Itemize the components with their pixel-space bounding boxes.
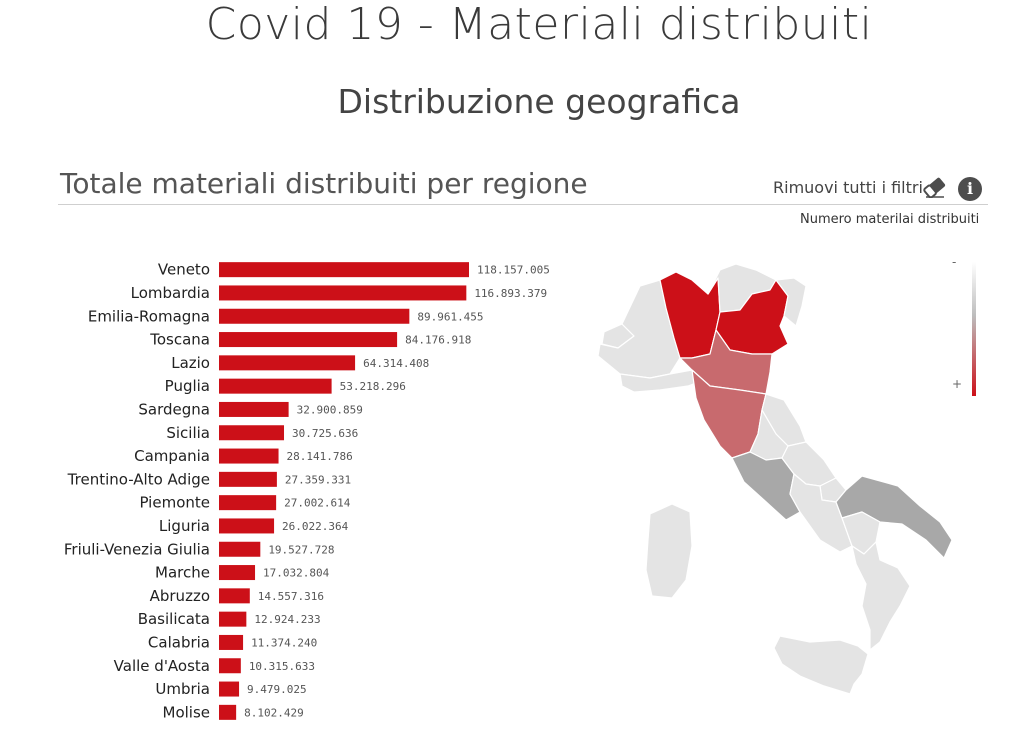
eraser-icon[interactable] [922,176,948,199]
data-label: 28.141.786 [287,450,353,463]
category-label: Basilicata [138,610,210,628]
data-label: 84.176.918 [405,334,471,347]
bar[interactable] [219,565,256,581]
category-label: Calabria [148,633,210,651]
data-label: 89.961.455 [417,310,483,323]
region-calabria[interactable] [851,541,911,651]
bar[interactable] [219,495,277,511]
bar[interactable] [219,611,247,627]
legend-max-symbol: + [952,377,962,391]
category-label: Puglia [165,377,210,395]
bar[interactable] [219,262,469,278]
bar[interactable] [219,588,250,604]
category-label: Lazio [171,354,210,372]
category-label: Marche [155,564,210,582]
category-label: Abruzzo [150,587,210,605]
category-label: Umbria [155,680,210,698]
category-label: Veneto [158,261,210,279]
data-label: 27.002.614 [284,497,351,510]
data-label: 64.314.408 [363,357,429,370]
bar[interactable] [219,471,277,487]
data-label: 32.900.859 [297,403,363,416]
data-label: 26.022.364 [282,520,349,533]
category-label: Piemonte [139,494,210,512]
region-sardegna[interactable] [645,503,693,599]
map-regions [597,263,953,695]
bar[interactable] [219,332,398,348]
panel-title: Totale materiali distribuiti per regione [60,167,588,200]
data-label: 118.157.005 [477,264,550,277]
bar[interactable] [219,285,467,301]
data-label: 116.893.379 [474,287,547,300]
data-label: 27.359.331 [285,473,351,486]
bar[interactable] [219,425,285,441]
category-label: Campania [134,447,210,465]
category-label: Sardegna [138,400,210,418]
region-friuli-venezia-giulia[interactable] [775,277,807,327]
data-label: 19.527.728 [268,543,334,556]
bar[interactable] [219,518,275,534]
bar[interactable] [219,658,241,674]
bar[interactable] [219,704,237,720]
bar[interactable] [219,634,244,650]
data-label: 11.374.240 [251,636,317,649]
clear-filters-button[interactable]: Rimuovi tutti i filtri [773,178,923,197]
data-label: 14.557.316 [258,590,324,603]
data-label: 17.032.804 [263,567,330,580]
bar[interactable] [219,355,356,371]
data-label: 30.725.636 [292,427,358,440]
page-subtitle: Distribuzione geografica [337,82,741,121]
category-label: Toscana [149,331,210,349]
category-label: Friuli-Venezia Giulia [64,540,210,558]
category-label: Lombardia [131,284,210,302]
data-label: 9.479.025 [247,683,307,696]
category-label: Liguria [159,517,210,535]
data-label: 12.924.233 [254,613,320,626]
category-label: Molise [163,703,211,721]
category-label: Valle d'Aosta [114,657,210,675]
page-title: Covid 19 - Materiali distribuiti [205,0,873,50]
italy-map: - + [597,255,976,695]
region-sicilia[interactable] [773,635,869,695]
data-label: 10.315.633 [249,660,315,673]
category-label: Trentino-Alto Adige [67,470,210,488]
legend-min-symbol: - [952,255,956,269]
bar[interactable] [219,681,240,697]
bar[interactable] [219,448,279,464]
category-label: Sicilia [166,424,210,442]
category-label: Emilia-Romagna [88,307,210,325]
legend-scale-bar [972,262,976,396]
bar-chart: Veneto 118.157.005 Lombardia 116.893.379 Emi… [64,261,550,722]
data-label: 53.218.296 [340,380,406,393]
panel-divider [58,204,988,205]
bar[interactable] [219,541,261,557]
data-label: 8.102.429 [244,706,304,719]
bar[interactable] [219,378,332,394]
bar[interactable] [219,308,410,324]
bar[interactable] [219,401,289,417]
legend-title: Numero materilai distribuiti [800,212,980,227]
info-icon[interactable]: i [958,177,982,201]
